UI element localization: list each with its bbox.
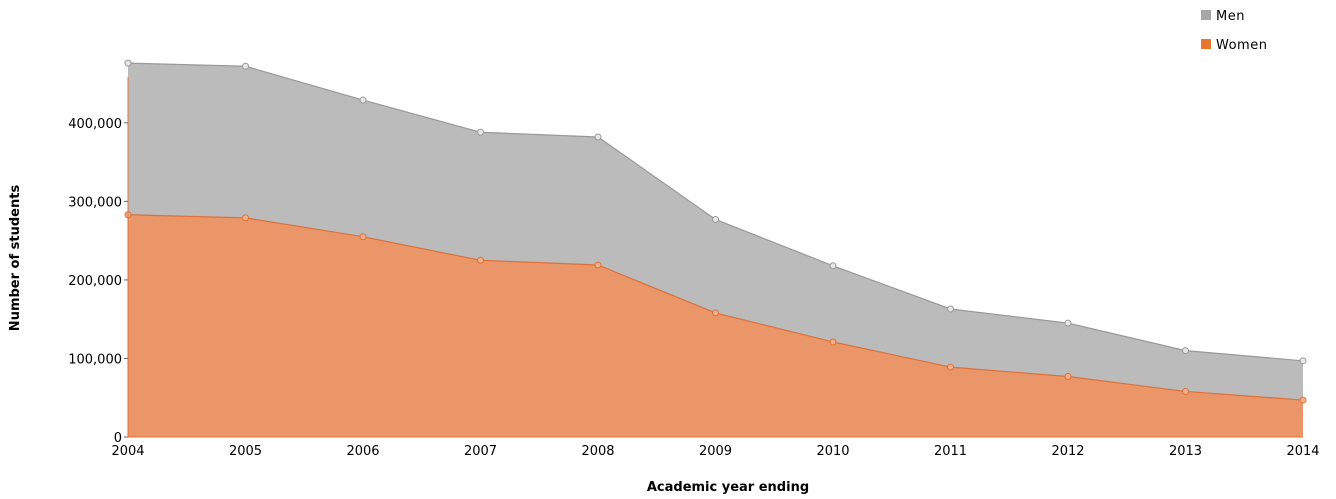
y-axis-title: Number of students: [8, 185, 23, 332]
men-point-2005: [242, 62, 249, 70]
y-tick-label: 400,000: [68, 117, 122, 132]
x-tick-label: 2010: [816, 444, 849, 459]
y-tick-label: 0: [114, 431, 122, 446]
x-tick-label: 2011: [934, 444, 967, 459]
men-point-2011: [947, 305, 954, 313]
men-point-2007: [477, 128, 484, 136]
x-tick-label: 2014: [1286, 444, 1319, 459]
women-point-2013: [1182, 387, 1189, 395]
legend-label-women: Women: [1216, 38, 1267, 53]
chart-tick-labels: 0 100,000 200,000 300,000 400,000 2004 2005 200…: [68, 117, 1319, 459]
y-tick-label: 300,000: [68, 195, 122, 210]
women-point-2014: [1299, 396, 1307, 404]
men-point-2004: [124, 59, 132, 67]
legend-label-men: Men: [1216, 9, 1245, 24]
women-area: [128, 214, 1303, 437]
chart-areas: [127, 62, 1304, 437]
women-point-2008: [594, 261, 602, 269]
chart-markers: [124, 59, 1307, 404]
legend: Men Women: [1201, 9, 1267, 53]
x-tick-label: 2006: [346, 444, 379, 459]
x-axis-title: Academic year ending: [647, 480, 809, 495]
men-point-2013: [1182, 347, 1189, 355]
women-point-2007: [477, 256, 484, 264]
men-point-2006: [359, 96, 367, 104]
legend-swatch-women: [1201, 39, 1211, 49]
men-area: [128, 63, 1303, 401]
x-tick-label: 2005: [229, 444, 262, 459]
women-point-2010: [829, 338, 837, 346]
x-tick-label: 2009: [699, 444, 732, 459]
x-tick-label: 2007: [464, 444, 497, 459]
x-tick-label: 2004: [111, 444, 144, 459]
x-tick-label: 2008: [581, 444, 614, 459]
women-point-2005: [242, 214, 249, 222]
women-point-2012: [1064, 373, 1072, 381]
x-tick-label: 2013: [1169, 444, 1202, 459]
men-point-2014: [1299, 357, 1307, 365]
men-point-2010: [829, 262, 837, 270]
women-point-2011: [947, 363, 954, 371]
x-tick-label: 2012: [1051, 444, 1084, 459]
y-tick-label: 100,000: [68, 352, 122, 367]
men-point-2009: [712, 215, 719, 223]
women-point-2006: [359, 233, 367, 241]
chart-axes: [124, 77, 1303, 438]
legend-swatch-men: [1201, 10, 1211, 20]
men-point-2012: [1064, 319, 1072, 327]
men-point-2008: [594, 133, 602, 141]
women-point-2009: [712, 309, 719, 317]
y-tick-label: 200,000: [68, 274, 122, 289]
